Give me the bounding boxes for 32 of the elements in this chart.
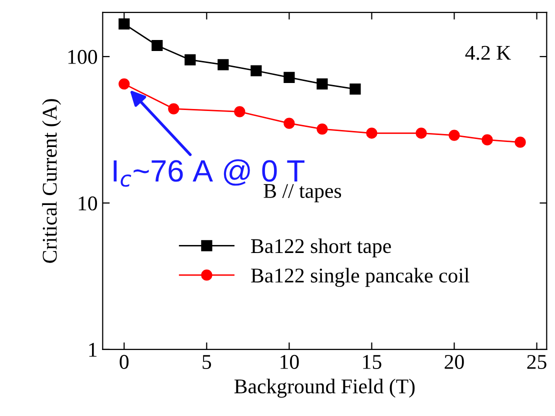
- x-tick-label: 5: [202, 355, 212, 369]
- x-tick-label: 0: [120, 354, 129, 369]
- x-tick-label: 10: [280, 354, 299, 369]
- point: [250, 65, 262, 76]
- x-tick-label: 15: [363, 355, 382, 369]
- y-tick-label: 1: [89, 342, 97, 357]
- x-tick-label: 20: [444, 354, 464, 369]
- point: [366, 128, 378, 139]
- point: [514, 136, 526, 148]
- point: [284, 72, 295, 84]
- point: [316, 123, 328, 135]
- point: [168, 103, 180, 114]
- point: [482, 134, 493, 146]
- x-axis-title: Background Field (T): [234, 378, 415, 398]
- point: [416, 128, 427, 139]
- point: [350, 83, 361, 95]
- y-tick-label: 10: [78, 196, 98, 210]
- point: [118, 18, 130, 30]
- annotation: 4.2 K: [465, 46, 511, 60]
- point: [448, 130, 460, 141]
- legend-label: Ba122 short tape: [251, 238, 391, 258]
- y-tick-label: 100: [68, 50, 98, 64]
- point: [152, 40, 163, 52]
- point: [184, 54, 196, 66]
- point: [234, 106, 246, 118]
- point: [284, 118, 295, 129]
- point: [118, 78, 130, 90]
- point: [218, 59, 229, 70]
- x-tick-label: 25: [527, 354, 546, 369]
- legend-label: Ba122 single pancake coil: [251, 268, 470, 287]
- y-axis-title: Critical Current (A): [42, 99, 62, 263]
- point: [316, 78, 328, 90]
